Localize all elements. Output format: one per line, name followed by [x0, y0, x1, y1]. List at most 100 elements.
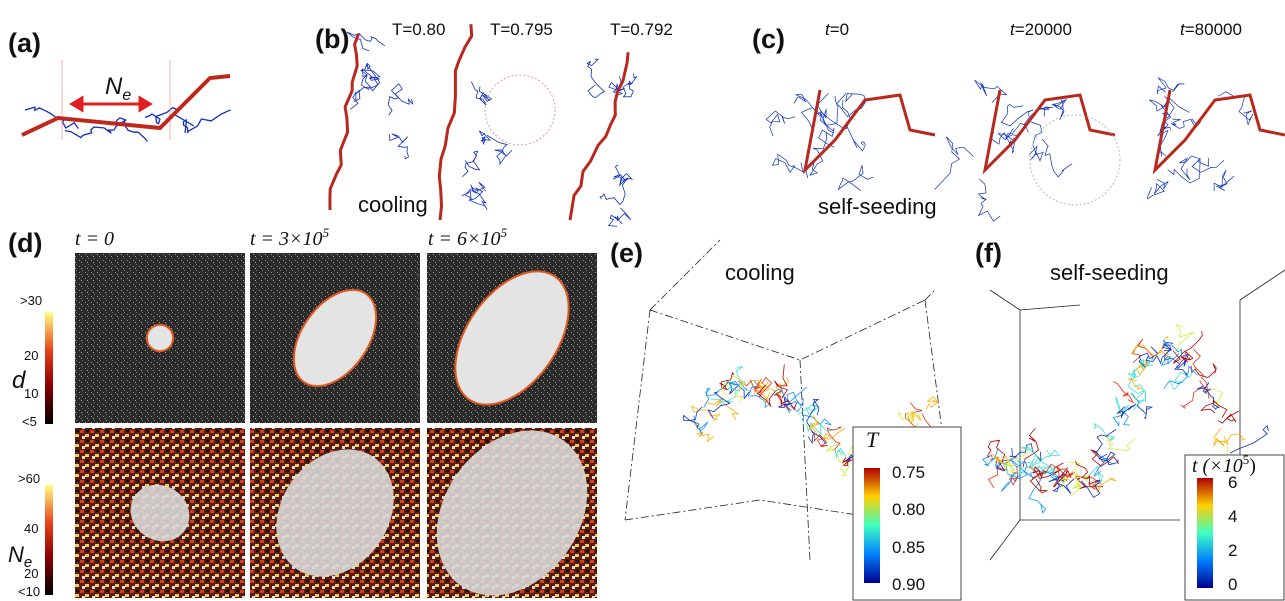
chain — [1094, 424, 1115, 441]
colorbar-tick: <10 — [18, 584, 40, 599]
column-header: t = 6×105 — [428, 225, 508, 250]
chain — [1081, 480, 1100, 498]
chain — [704, 388, 722, 407]
chain — [846, 113, 865, 151]
value: =0 — [830, 20, 849, 39]
colorbar-tick: >30 — [20, 293, 42, 308]
colorbar-tick: 20 — [24, 348, 38, 363]
panel-label: (c) — [752, 24, 785, 54]
colorbar-label: T — [866, 427, 880, 452]
chain — [1230, 426, 1268, 453]
chain — [1197, 383, 1211, 395]
value: =80000 — [1185, 20, 1242, 39]
chain — [614, 165, 633, 186]
chain — [975, 80, 1007, 103]
chain — [347, 32, 385, 51]
superscript: 5 — [323, 225, 330, 240]
chain — [926, 397, 938, 410]
chain — [694, 416, 708, 435]
highlight — [1030, 115, 1120, 205]
chain — [1213, 170, 1234, 191]
superscript: 5 — [501, 225, 508, 240]
highlight — [485, 75, 555, 145]
chain — [600, 175, 628, 205]
chain — [720, 373, 735, 390]
primitive-path — [439, 24, 471, 220]
text: t = 6×10 — [428, 228, 501, 250]
chain — [479, 131, 490, 144]
colorbar — [1197, 478, 1213, 588]
chain — [838, 165, 873, 190]
chain — [787, 387, 807, 411]
column-header: t = 3×105 — [250, 225, 330, 250]
time: t=80000 — [1180, 20, 1242, 39]
chain — [773, 154, 804, 172]
chain — [979, 179, 1001, 221]
colorbar — [45, 485, 53, 595]
panel-label: (f) — [975, 238, 1002, 268]
chain — [587, 59, 604, 98]
colorbar-tick: 10 — [24, 386, 38, 401]
chain — [1021, 447, 1037, 469]
colorbar-tick: 0 — [1228, 575, 1237, 594]
panel-label: (e) — [610, 238, 643, 268]
text: t = 3×10 — [250, 228, 323, 250]
chain — [1168, 159, 1224, 183]
chain — [1214, 428, 1226, 446]
chain — [462, 151, 479, 177]
chain — [1218, 411, 1239, 423]
chain — [766, 111, 795, 136]
time: t=20000 — [1010, 20, 1072, 39]
chain — [466, 182, 486, 200]
text: ) — [1249, 455, 1256, 477]
chain — [183, 110, 230, 133]
chain — [690, 420, 714, 442]
temperature: T=0.792 — [610, 20, 673, 39]
chain — [1177, 354, 1189, 368]
chain — [1042, 139, 1072, 177]
primitive-path — [985, 90, 1115, 170]
chain — [1071, 480, 1081, 496]
symbol: N — [8, 542, 24, 567]
chain — [609, 208, 631, 227]
colorbar — [45, 312, 53, 424]
chain — [1137, 360, 1149, 374]
primitive-path — [330, 34, 359, 210]
temperature: T=0.795 — [490, 20, 553, 39]
column-header: t = 0 — [75, 228, 114, 250]
caption: cooling — [358, 192, 428, 217]
colorbar — [864, 468, 880, 583]
chain — [390, 134, 409, 159]
colorbar-tick: 20 — [24, 566, 38, 581]
chain — [388, 84, 413, 116]
time: t=0 — [825, 20, 849, 39]
panel-title: self-seeding — [1050, 260, 1169, 285]
chain — [1005, 444, 1041, 464]
chain — [818, 96, 839, 126]
chain — [935, 137, 974, 190]
primitive-path — [1155, 90, 1285, 170]
chain — [1132, 339, 1153, 363]
chain — [1170, 370, 1194, 389]
colorbar-tick: 4 — [1228, 507, 1237, 526]
colorbar-tick: 0.90 — [892, 575, 925, 594]
subscript: e — [122, 87, 131, 104]
annotation: Ne — [105, 73, 131, 104]
symbol: N — [105, 73, 123, 100]
figure: (a) Ne (b) T=0.80 T=0.795 T=0.792 coolin… — [0, 0, 1285, 601]
primitive-path — [805, 90, 935, 170]
chain — [898, 413, 918, 421]
colorbar-tick: >60 — [18, 471, 40, 486]
chain — [1092, 477, 1116, 492]
artwork — [22, 24, 1285, 601]
colorbar-tick: 0.80 — [892, 500, 925, 519]
chain — [487, 135, 512, 164]
value: =20000 — [1015, 20, 1072, 39]
chain — [1029, 122, 1043, 161]
colorbar-tick: 40 — [24, 521, 38, 536]
chain — [835, 448, 846, 458]
caption: self-seeding — [818, 194, 937, 219]
colorbar-tick: 0.85 — [892, 538, 925, 557]
colorbar-tick: 2 — [1228, 541, 1237, 560]
panel-title: cooling — [725, 260, 795, 285]
